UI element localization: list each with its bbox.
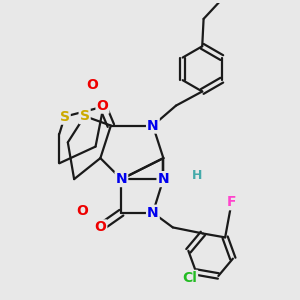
Text: N: N (147, 118, 159, 133)
Text: N: N (116, 172, 127, 186)
Text: Cl: Cl (182, 271, 197, 285)
Text: N: N (158, 172, 169, 186)
Text: F: F (227, 195, 236, 209)
Text: S: S (80, 109, 90, 123)
Text: N: N (147, 206, 159, 220)
Text: H: H (192, 169, 202, 182)
Text: O: O (76, 204, 88, 218)
Text: O: O (97, 99, 108, 112)
Text: O: O (94, 220, 106, 234)
Text: S: S (60, 110, 70, 124)
Text: O: O (86, 78, 98, 92)
